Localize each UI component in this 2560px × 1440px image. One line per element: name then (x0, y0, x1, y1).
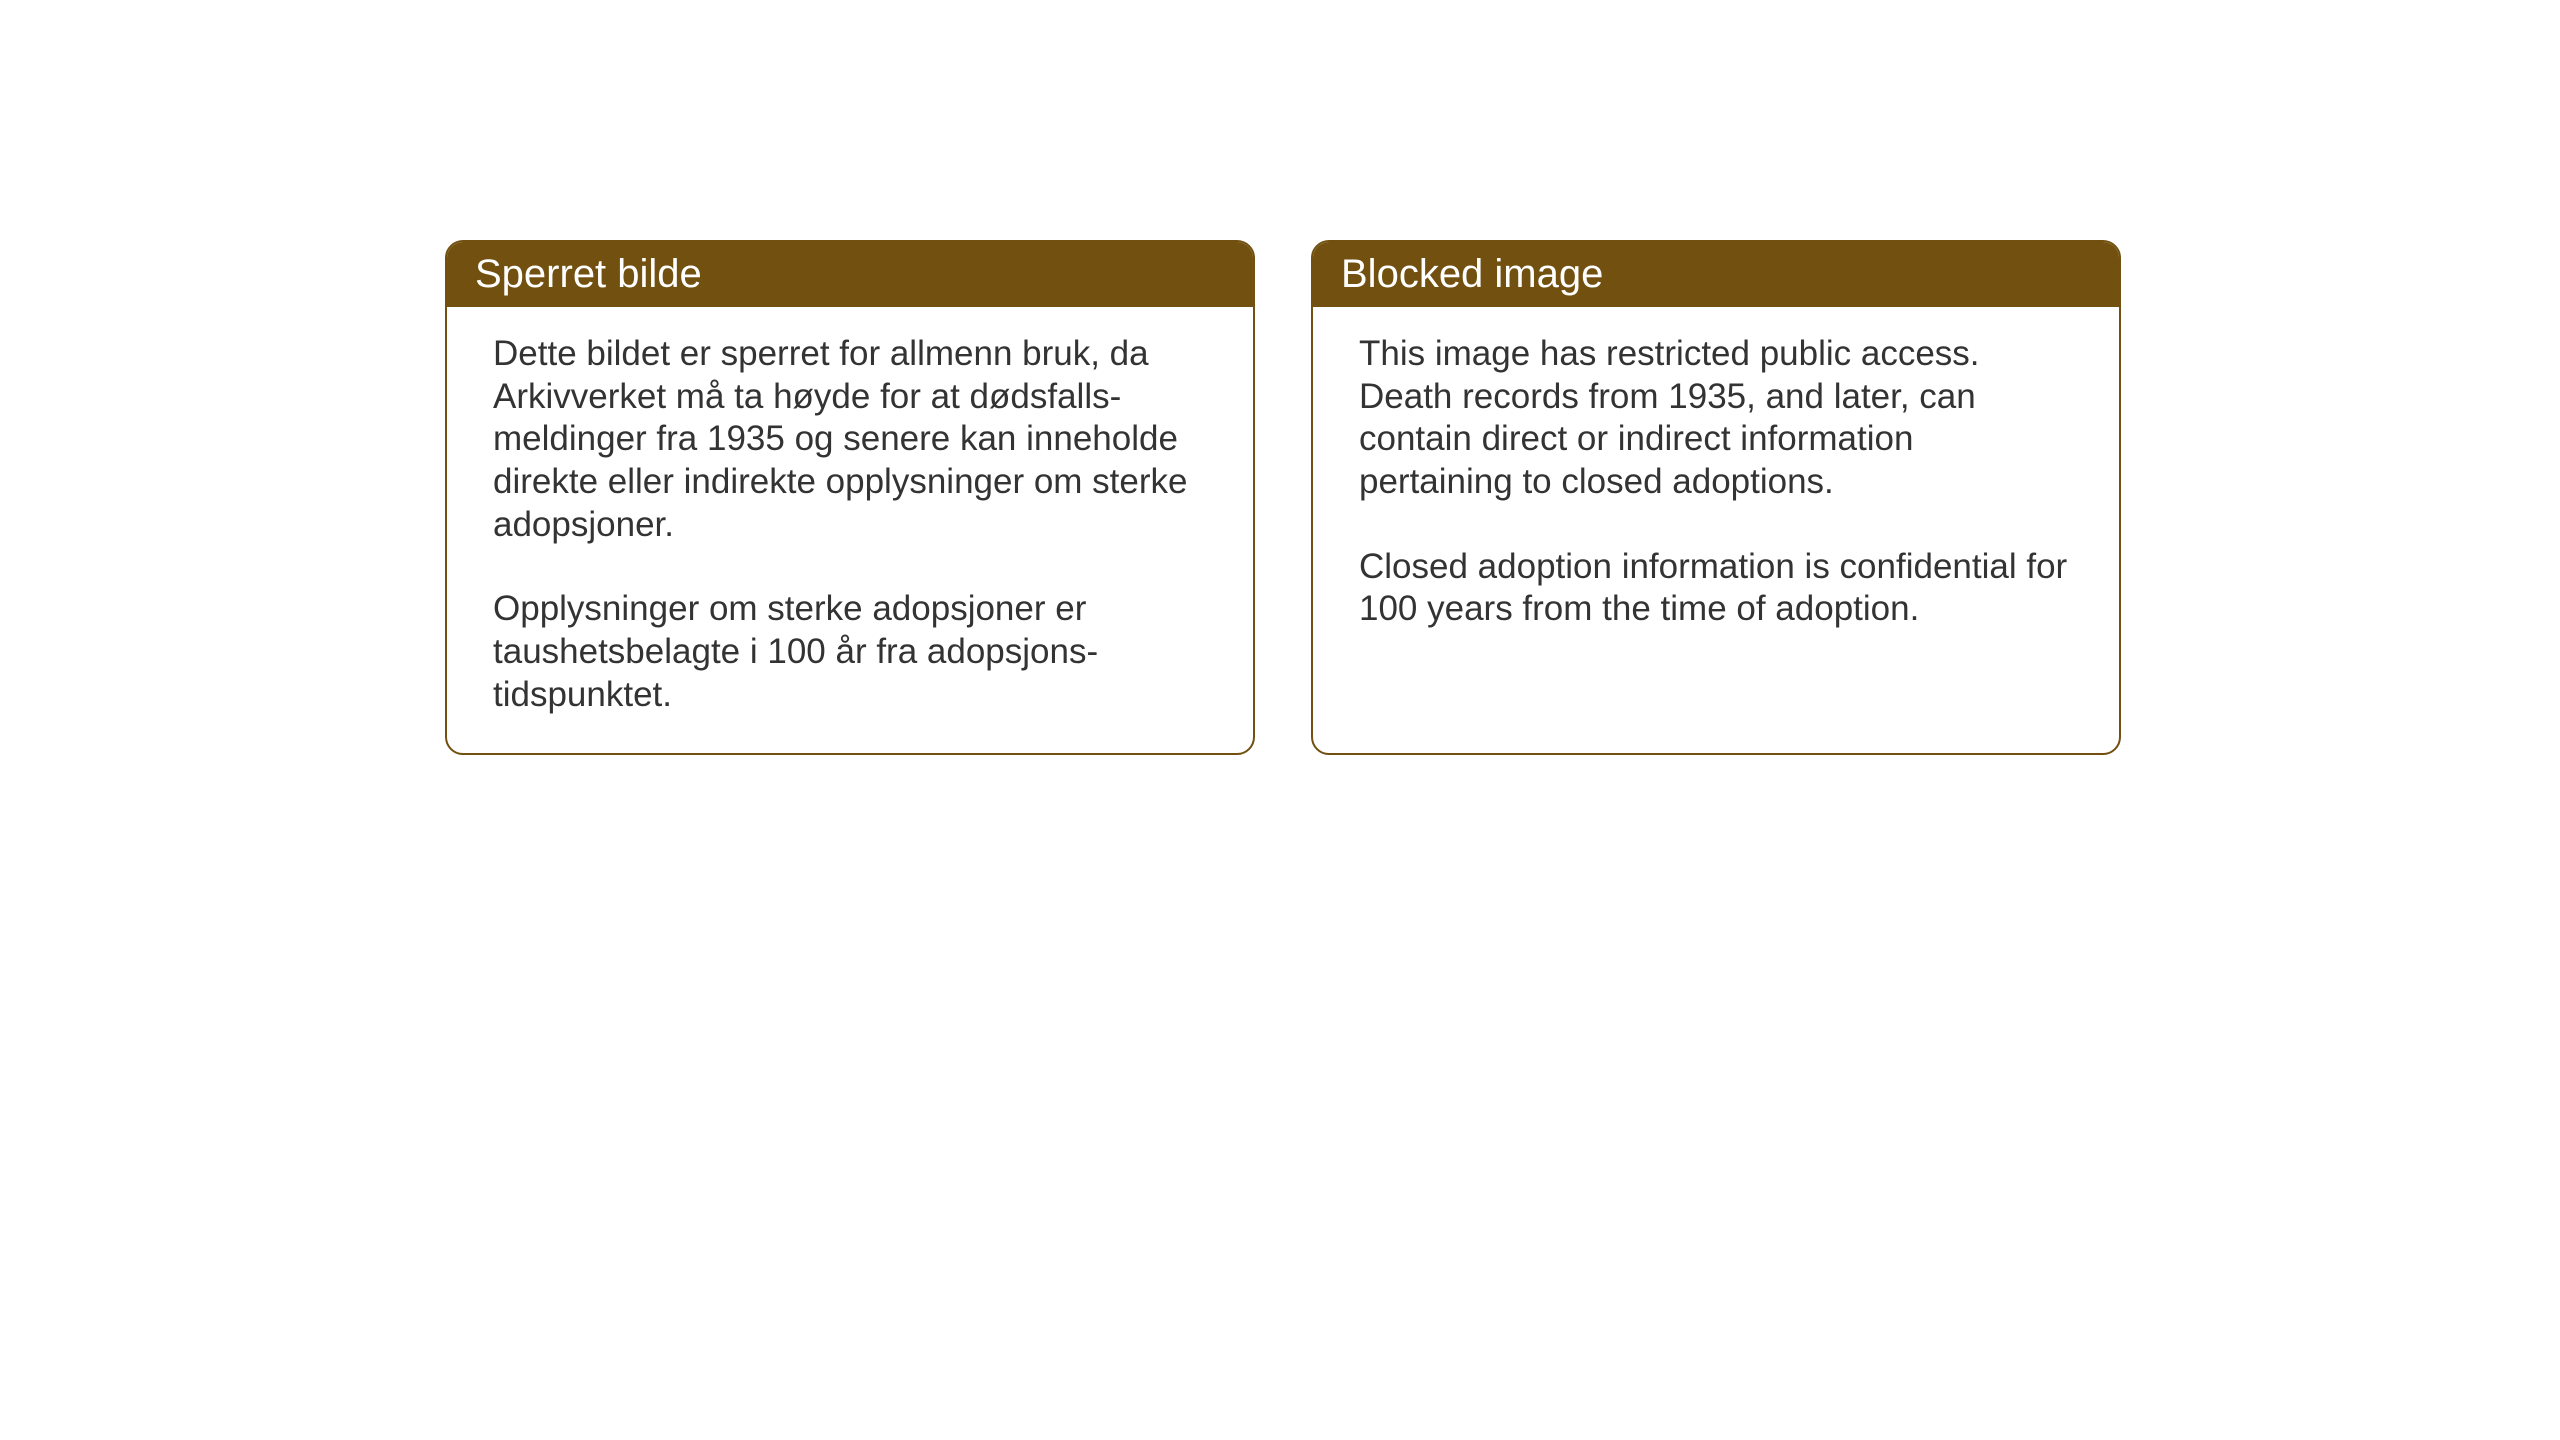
norwegian-paragraph-1: Dette bildet er sperret for allmenn bruk… (493, 333, 1207, 546)
english-paragraph-1: This image has restricted public access.… (1359, 333, 2073, 504)
norwegian-notice-card: Sperret bilde Dette bildet er sperret fo… (445, 240, 1255, 755)
english-notice-card: Blocked image This image has restricted … (1311, 240, 2121, 755)
english-paragraph-2: Closed adoption information is confident… (1359, 546, 2073, 631)
norwegian-card-title: Sperret bilde (447, 242, 1253, 307)
english-card-body: This image has restricted public access.… (1313, 307, 2119, 695)
norwegian-paragraph-2: Opplysninger om sterke adopsjoner er tau… (493, 588, 1207, 716)
notice-container: Sperret bilde Dette bildet er sperret fo… (445, 240, 2121, 755)
english-card-title: Blocked image (1313, 242, 2119, 307)
norwegian-card-body: Dette bildet er sperret for allmenn bruk… (447, 307, 1253, 753)
